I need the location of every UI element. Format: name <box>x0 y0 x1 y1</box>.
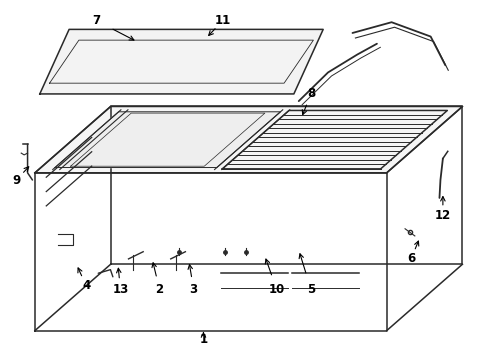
Text: 12: 12 <box>435 210 451 222</box>
Polygon shape <box>35 107 463 173</box>
Text: 9: 9 <box>12 174 21 186</box>
Text: 13: 13 <box>112 283 128 296</box>
Text: 1: 1 <box>199 333 208 346</box>
Text: 8: 8 <box>307 87 315 100</box>
Text: 3: 3 <box>190 283 198 296</box>
Text: 2: 2 <box>155 283 164 296</box>
Text: 7: 7 <box>92 14 100 27</box>
Text: 10: 10 <box>269 283 285 296</box>
Text: 11: 11 <box>215 14 231 27</box>
Text: 6: 6 <box>407 252 415 265</box>
Text: 4: 4 <box>82 279 90 292</box>
Polygon shape <box>40 30 323 94</box>
Polygon shape <box>55 112 280 167</box>
Text: 5: 5 <box>307 283 315 296</box>
